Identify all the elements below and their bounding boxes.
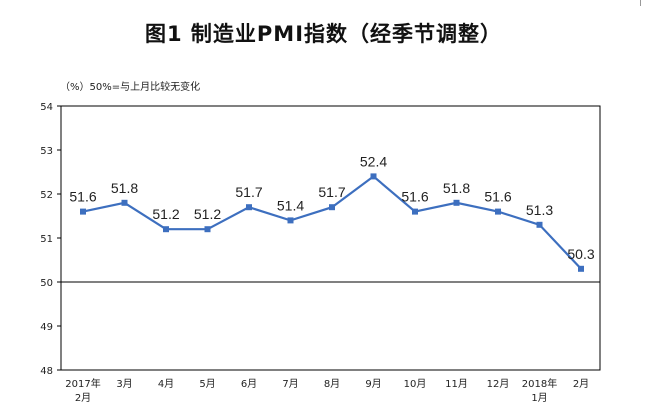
data-point [495, 208, 501, 215]
data-point [287, 217, 294, 224]
x-tick-label: 8月 [324, 378, 340, 390]
x-tick-label: 6月 [241, 378, 257, 390]
chart-title: 图1 制造业PMI指数（经季节调整） [144, 22, 503, 46]
y-tick-label: 49 [40, 322, 53, 333]
x-tick-label: 3月 [116, 378, 132, 390]
data-point [536, 221, 543, 228]
x-tick-label: 1月 [531, 392, 547, 404]
data-label: 51.7 [318, 184, 345, 200]
x-tick-label: 10月 [404, 378, 427, 390]
x-tick-label: 9月 [365, 378, 381, 390]
data-point [121, 199, 128, 206]
data-point [453, 199, 460, 206]
x-tick-label: 5月 [199, 378, 215, 390]
x-tick-label: 12月 [487, 378, 510, 390]
y-tick-label: 52 [40, 190, 53, 201]
data-label: 52.4 [360, 153, 387, 169]
x-tick-label: 2017年 [65, 377, 100, 390]
data-point [578, 265, 584, 272]
y-tick-label: 48 [40, 366, 53, 377]
data-point [412, 208, 418, 215]
data-point [329, 204, 335, 211]
data-point [80, 208, 86, 215]
plot-frame [60, 105, 601, 371]
y-tick-label: 53 [40, 146, 53, 157]
data-label: 51.2 [194, 206, 221, 222]
data-label: 51.6 [69, 189, 96, 205]
data-label: 51.8 [111, 180, 138, 196]
data-label: 51.3 [526, 202, 553, 218]
corner-mark [640, 0, 641, 6]
data-label: 51.6 [401, 189, 428, 205]
x-tick-label: 11月 [445, 378, 468, 390]
data-label: 51.6 [484, 189, 511, 205]
data-markers [80, 173, 584, 272]
data-labels: 51.6 51.8 51.2 51.2 51.7 51.4 51.7 52.4 51.6 51.8… [69, 153, 594, 261]
x-axis: 2017年 2月 3月 4月 5月 6月 7月 8月 9月 10月 11月 12月 2018年 1月 2月 [65, 377, 589, 404]
x-tick-label: 2018年 [522, 377, 557, 390]
x-tick-label: 4月 [158, 378, 174, 390]
data-label: 51.7 [235, 184, 262, 200]
data-point [246, 204, 252, 211]
x-tick-label: 2月 [75, 392, 91, 404]
data-label: 50.3 [567, 246, 594, 262]
y-axis-unit-note: （%）50%=与上月比较无变化 [60, 82, 201, 93]
data-label: 51.8 [443, 180, 470, 196]
y-tick-label: 50 [40, 278, 53, 289]
y-tick-label: 54 [40, 102, 53, 113]
data-point [204, 226, 211, 233]
y-axis: 48 49 50 51 52 53 54 [40, 102, 61, 377]
data-point [370, 173, 377, 180]
x-tick-label: 7月 [282, 378, 298, 390]
data-label: 51.4 [277, 197, 304, 213]
x-tick-label: 2月 [573, 378, 589, 390]
y-tick-label: 51 [40, 234, 53, 245]
data-point [163, 226, 169, 233]
data-label: 51.2 [152, 206, 179, 222]
